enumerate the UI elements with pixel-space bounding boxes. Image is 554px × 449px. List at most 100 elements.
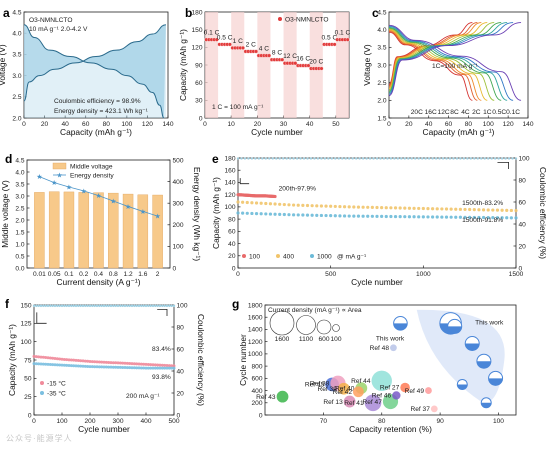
coulombic-point: [288, 157, 292, 160]
reference-label: Ref 47: [362, 399, 382, 406]
capacity-point: [361, 205, 365, 209]
coulombic-point: [74, 304, 78, 308]
capacity-point: [384, 206, 388, 210]
y-tick-label: 3.0: [377, 62, 386, 69]
capacity-point: [273, 212, 277, 216]
capacity-area: [24, 24, 166, 118]
y-axis-label: Voltage (V): [362, 44, 372, 86]
legend-condition: 10 mA g⁻¹ 2.0-4.2 V: [29, 26, 88, 33]
y-tick-label: 0: [199, 115, 203, 122]
capacity-point: [440, 207, 444, 211]
coulombic-point: [420, 157, 424, 160]
y-tick-label: 180: [224, 155, 235, 162]
size-legend-value: 1100: [299, 336, 314, 343]
y-tick-label: 3.0: [15, 193, 24, 200]
x-tick-label: 120: [503, 121, 514, 128]
legend-label: -15 °C: [47, 380, 66, 388]
capacity-point: [135, 366, 139, 370]
coulombic-point: [60, 304, 64, 308]
capacity-point: [345, 37, 350, 42]
series-label-minus35: 93.8%: [152, 374, 171, 381]
reference-point: [371, 370, 392, 391]
capacity-point: [135, 362, 139, 366]
legend-marker: [242, 254, 246, 258]
capacity-point: [241, 211, 245, 215]
coulombic-point: [281, 157, 285, 160]
capacity-point: [250, 211, 254, 216]
capacity-point: [273, 202, 277, 206]
coulombic-point: [295, 157, 299, 160]
reference-point: [390, 344, 397, 352]
capacity-point: [278, 202, 282, 206]
coulombic-point: [121, 304, 124, 308]
capacity-point: [444, 215, 449, 219]
coulombic-point: [438, 157, 441, 160]
capacity-point: [116, 365, 120, 369]
capacity-point: [58, 357, 62, 361]
y2-tick-label: 500: [173, 157, 184, 164]
capacity-point: [86, 364, 90, 368]
y-axis-label: Cycle number: [238, 334, 248, 386]
capacity-point: [366, 205, 370, 209]
y2-tick-label: 40: [177, 368, 185, 375]
x-tick-label: 120: [142, 121, 153, 128]
capacity-point: [146, 363, 150, 367]
capacity-point: [449, 215, 453, 219]
reference-point: [276, 390, 289, 403]
x-tick-label: 0.01: [33, 271, 46, 278]
this-work-marker-fill: [476, 361, 491, 369]
y-tick-label: 1.5: [377, 115, 386, 122]
rate-label: 0.5 C: [321, 34, 337, 41]
rate-band: [309, 12, 323, 118]
legend-unit: @ mA g⁻¹: [337, 254, 367, 261]
coulombic-point: [46, 304, 50, 308]
y-tick-label: 1200: [248, 339, 263, 346]
coulombic-point: [140, 304, 143, 308]
size-legend-title: Current density (mA g⁻¹) ∝ Area: [268, 307, 362, 314]
capacity-point: [282, 202, 286, 207]
x-tick-label: 0: [236, 271, 240, 278]
coulombic-point: [133, 304, 136, 308]
coulombic-point: [410, 157, 413, 160]
this-work-point-fill: [481, 402, 492, 408]
y-tick-label: 4.5: [15, 157, 24, 164]
legend-sample: O3-NMNLCTO: [29, 17, 72, 24]
y-axis-label: Capacity (mAh g⁻¹): [178, 29, 188, 101]
coulombic-point: [462, 157, 466, 160]
coulombic-point: [382, 157, 386, 160]
coulombic-point: [102, 304, 106, 308]
capacity-point: [163, 366, 167, 370]
coulombic-point: [396, 157, 400, 160]
capacity-point: [37, 355, 41, 359]
y-tick-label: 140: [224, 180, 235, 187]
coulombic-point: [469, 157, 473, 160]
capacity-point: [393, 214, 398, 219]
discharge-curve: [388, 24, 522, 101]
rate-label: 16 C: [296, 56, 310, 63]
y-tick-label: 75: [24, 357, 32, 364]
capacity-point: [486, 215, 490, 220]
capacity-point: [142, 366, 146, 370]
capacity-point: [107, 365, 111, 369]
coulombic-point: [452, 157, 455, 160]
capacity-point: [48, 363, 52, 367]
capacity-point: [111, 361, 115, 365]
capacity-point: [254, 49, 259, 54]
y-tick-label: 0: [232, 265, 236, 272]
capacity-point: [83, 364, 87, 368]
y-tick-label: 4.0: [12, 31, 21, 38]
discharge-curve: [388, 30, 478, 101]
capacity-point: [477, 208, 481, 212]
y-tick-label: 3.0: [12, 73, 21, 80]
coulombic-point: [98, 304, 101, 308]
legend-label: 100: [249, 254, 260, 261]
y-axis-label: Middle voltage (V): [0, 180, 10, 248]
reference-label: Ref 39: [317, 386, 337, 393]
coulombic-point: [417, 157, 420, 160]
capacity-point: [137, 366, 141, 370]
capacity-point: [58, 363, 62, 367]
x-tick-label: 100: [121, 121, 132, 128]
capacity-point: [458, 207, 462, 211]
y-tick-label: 120: [191, 45, 202, 52]
middle-voltage-bar: [108, 192, 119, 269]
